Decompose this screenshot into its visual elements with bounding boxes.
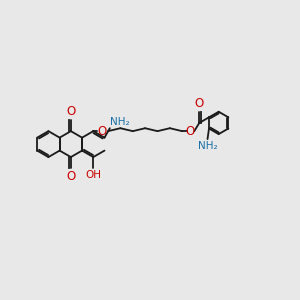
Text: O: O: [186, 125, 195, 138]
Text: NH₂: NH₂: [198, 141, 217, 151]
Text: O: O: [97, 125, 106, 138]
Text: O: O: [195, 97, 204, 110]
Text: O: O: [66, 170, 76, 183]
Text: NH₂: NH₂: [110, 117, 130, 127]
Text: OH: OH: [85, 170, 101, 180]
Text: O: O: [66, 105, 76, 118]
